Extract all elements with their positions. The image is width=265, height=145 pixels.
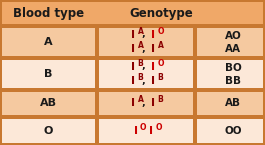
Bar <box>2 119 95 143</box>
Bar <box>99 60 193 88</box>
Text: Genotype: Genotype <box>129 7 193 19</box>
Text: A: A <box>44 37 53 47</box>
Text: I: I <box>152 30 156 40</box>
Bar <box>99 28 193 56</box>
Bar <box>197 92 263 115</box>
Bar <box>2 28 95 56</box>
Text: I: I <box>152 76 156 86</box>
Text: O: O <box>157 59 164 68</box>
Text: AA: AA <box>225 44 241 54</box>
Bar <box>2 60 95 88</box>
Bar <box>99 2 263 24</box>
Text: AB: AB <box>225 98 241 108</box>
Bar <box>99 119 193 143</box>
Text: I: I <box>131 44 135 54</box>
Bar <box>197 28 263 56</box>
Text: I: I <box>131 98 135 108</box>
Text: I: I <box>152 62 156 72</box>
Text: Blood type: Blood type <box>13 7 84 19</box>
Text: ,: , <box>143 62 149 71</box>
Text: I: I <box>134 126 138 136</box>
Text: O: O <box>140 123 146 132</box>
Text: A: A <box>157 41 164 50</box>
Bar <box>2 2 263 24</box>
Text: BB: BB <box>225 76 241 86</box>
Text: AO: AO <box>225 31 241 41</box>
Text: O: O <box>155 123 162 132</box>
Text: A: A <box>138 27 143 36</box>
Text: AB: AB <box>40 98 57 108</box>
Text: I: I <box>131 30 135 40</box>
Bar <box>197 119 263 143</box>
Text: I: I <box>152 98 156 108</box>
Bar <box>2 2 95 24</box>
Text: I: I <box>152 44 156 54</box>
Text: B: B <box>44 69 53 79</box>
Text: ,: , <box>143 45 149 54</box>
Bar <box>99 92 193 115</box>
Text: I: I <box>131 62 135 72</box>
Text: OO: OO <box>224 126 242 136</box>
Text: B: B <box>138 73 143 82</box>
Text: O: O <box>157 27 164 36</box>
Text: I: I <box>131 76 135 86</box>
Text: ,: , <box>143 77 149 86</box>
Text: O: O <box>44 126 53 136</box>
Text: ,: , <box>143 99 149 108</box>
Bar <box>197 60 263 88</box>
Text: ,: , <box>143 30 149 39</box>
Text: I: I <box>149 126 153 136</box>
Text: B: B <box>157 96 163 105</box>
Bar <box>2 92 95 115</box>
Text: BO: BO <box>225 63 241 73</box>
Text: B: B <box>157 73 163 82</box>
Text: B: B <box>138 59 143 68</box>
Text: A: A <box>138 41 143 50</box>
Text: A: A <box>138 96 143 105</box>
